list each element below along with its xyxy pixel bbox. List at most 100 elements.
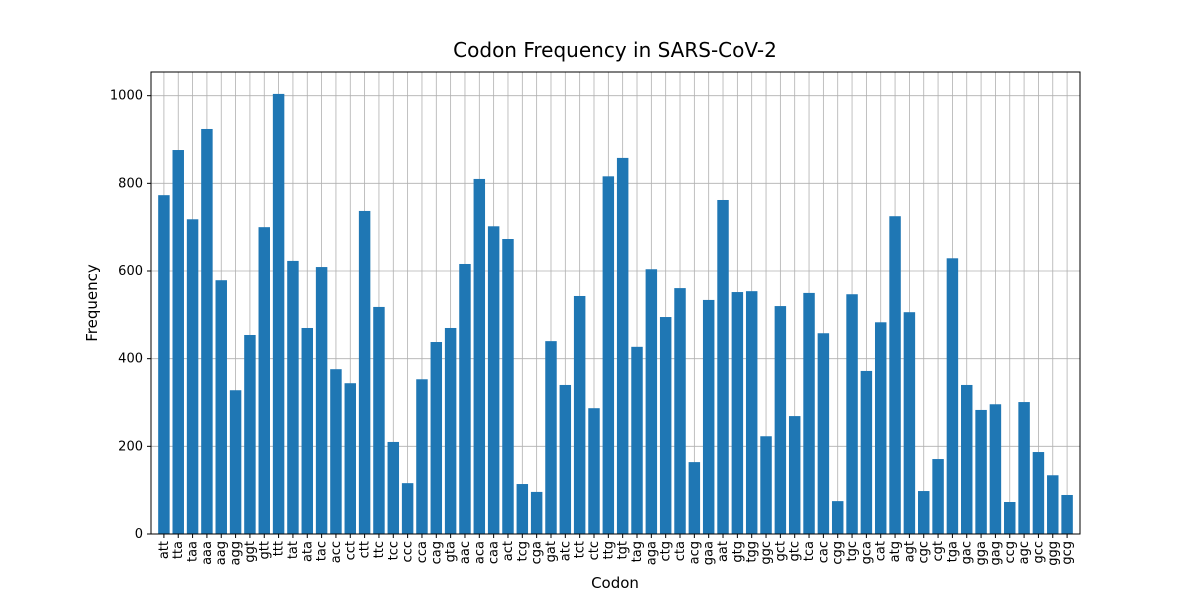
x-tick-label: cat: [874, 541, 889, 561]
x-tick-label: gcc: [1031, 541, 1046, 564]
x-tick-label: tca: [802, 541, 817, 561]
bar: [989, 404, 1002, 534]
x-tick-label: ttc: [372, 541, 387, 558]
bar: [559, 384, 572, 534]
x-tick-label: gga: [974, 541, 989, 565]
x-tick-label: agc: [1017, 541, 1032, 564]
bar: [229, 390, 242, 534]
bar: [745, 291, 758, 534]
chart-title: Codon Frequency in SARS-CoV-2: [453, 38, 777, 62]
x-tick-label: tgg: [745, 541, 760, 563]
x-tick-label: aag: [214, 541, 229, 565]
x-tick-label: aac: [458, 541, 473, 564]
bar: [1004, 502, 1016, 534]
bar: [473, 178, 486, 534]
bar: [688, 462, 701, 534]
x-tick-label: cct: [343, 541, 358, 560]
bar: [874, 322, 887, 534]
x-tick-label: acg: [687, 541, 702, 564]
bar: [903, 312, 916, 534]
x-tick-label: gag: [988, 541, 1003, 565]
bar: [831, 501, 844, 534]
x-tick-label: gtc: [788, 541, 803, 562]
bar: [1061, 494, 1073, 534]
bar: [186, 219, 199, 534]
x-tick-label: agg: [229, 541, 244, 565]
bar: [631, 346, 643, 534]
bar: [158, 195, 170, 534]
x-tick-label: ata: [300, 541, 315, 562]
x-tick-label: ccg: [1003, 541, 1018, 564]
x-tick-label: gtt: [257, 541, 272, 559]
x-tick-label: gcg: [1060, 541, 1075, 565]
bar: [889, 216, 901, 534]
bar: [616, 157, 629, 534]
x-tick-label: atg: [888, 541, 903, 562]
x-tick-label: ttt: [272, 541, 287, 556]
x-tick-label: taa: [186, 541, 201, 562]
bar: [946, 258, 959, 534]
y-tick-label: 0: [135, 527, 143, 542]
bar: [702, 299, 715, 534]
bar: [459, 263, 471, 534]
x-tick-label: cag: [429, 541, 444, 564]
bar: [330, 369, 342, 534]
x-tick-label: cca: [415, 541, 430, 563]
bar: [444, 327, 457, 534]
bar: [487, 226, 500, 534]
x-tick-label: atc: [558, 541, 573, 561]
x-tick-label: acc: [329, 541, 344, 563]
x-tick-label: tct: [573, 541, 588, 558]
bar: [573, 295, 586, 534]
bar: [172, 150, 184, 534]
bar: [975, 409, 987, 534]
bar: [258, 227, 270, 534]
bar: [932, 459, 944, 534]
bar: [315, 267, 328, 534]
x-tick-label: tcg: [515, 541, 530, 562]
bar: [1032, 452, 1045, 534]
x-tick-label: aat: [716, 541, 731, 562]
bar: [846, 294, 858, 534]
x-tick-label: ctt: [358, 541, 373, 558]
x-tick-label: gac: [960, 541, 975, 564]
x-tick-label: gtg: [730, 541, 745, 563]
bar: [387, 441, 400, 534]
x-tick-label: aca: [472, 541, 487, 564]
bar: [961, 384, 973, 534]
x-tick-label: ggg: [1046, 541, 1061, 566]
x-tick-label: cga: [530, 541, 545, 564]
bar: [860, 370, 873, 534]
x-tick-label: cgt: [931, 541, 946, 562]
bar: [344, 383, 357, 534]
x-tick-label: tac: [315, 541, 330, 561]
bar: [373, 306, 385, 534]
y-tick-label: 600: [118, 264, 143, 279]
bar: [588, 408, 600, 534]
bar: [530, 491, 543, 534]
x-tick-label: cgc: [917, 541, 932, 564]
x-tick-label: gaa: [702, 541, 717, 565]
y-axis-label: Frequency: [83, 264, 101, 342]
bar: [430, 342, 443, 534]
x-tick-label: ccc: [401, 541, 416, 562]
bar: [817, 333, 830, 534]
x-tick-label: gct: [773, 541, 788, 562]
bar: [674, 288, 686, 534]
bar: [1018, 402, 1030, 534]
x-tick-label: tag: [630, 541, 645, 562]
bar: [301, 327, 314, 534]
x-tick-label: att: [157, 541, 172, 559]
bar: [201, 128, 213, 535]
x-tick-label: cta: [673, 541, 688, 561]
x-tick-label: cgg: [831, 541, 846, 565]
y-tick-label: 800: [118, 176, 143, 191]
x-tick-label: gat: [544, 541, 559, 562]
bar: [917, 491, 930, 534]
bar: [774, 306, 787, 534]
x-tick-label: gca: [859, 541, 874, 564]
bar: [602, 176, 615, 535]
x-tick-label: ctg: [659, 541, 674, 562]
bar: [244, 334, 256, 534]
